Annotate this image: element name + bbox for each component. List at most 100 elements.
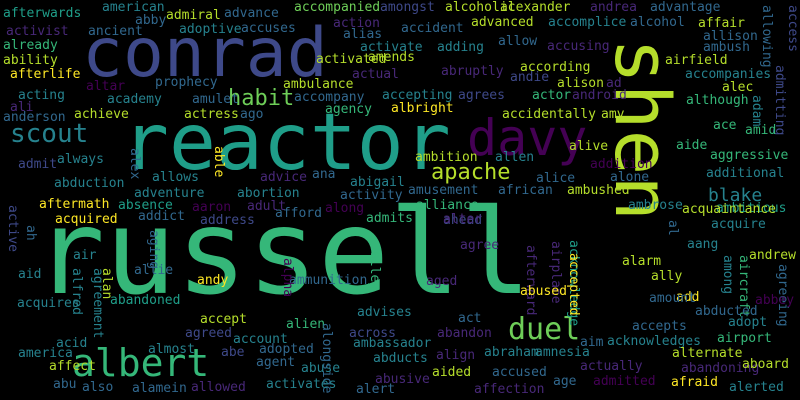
word: accusing [547, 39, 610, 54]
word: alive [569, 139, 609, 154]
word: allowing [759, 5, 774, 68]
word: alley [367, 251, 382, 291]
word: adam [749, 95, 764, 127]
word: accused [492, 365, 547, 380]
word: accompanied [294, 0, 381, 15]
word: affection [474, 382, 545, 397]
word: aftermath [39, 197, 110, 212]
word: abigail [350, 175, 405, 190]
word: aide [676, 138, 708, 153]
word: alec [722, 80, 754, 95]
word: adult [247, 199, 287, 214]
word: abuse [301, 361, 341, 376]
word: alamein [132, 381, 187, 396]
word: almost [148, 342, 195, 357]
word: acknowledge [566, 240, 581, 327]
word: alexander [500, 0, 571, 15]
word: allowed [191, 380, 246, 395]
word: abused [520, 284, 567, 299]
word: reactor [122, 98, 451, 188]
word: android [572, 88, 627, 103]
word: al [665, 220, 680, 236]
word: alpha [280, 258, 295, 298]
word: andy [197, 273, 229, 288]
word: aided [432, 365, 472, 380]
word: aircraft [736, 255, 751, 318]
word: actually [580, 359, 643, 374]
word: ambassador [353, 336, 432, 351]
word: aim [580, 335, 604, 350]
word: alarm [622, 254, 662, 269]
word: advises [357, 305, 412, 320]
word: ancient [88, 24, 143, 39]
word: apache [431, 160, 511, 185]
word: abu [53, 377, 77, 392]
word: abandoning [681, 361, 760, 376]
word: acid [56, 336, 88, 351]
word: addition [590, 157, 653, 172]
word: aang [687, 237, 719, 252]
word: amy [601, 107, 625, 122]
word: agrees [458, 88, 505, 103]
word: abbey [755, 293, 795, 308]
word: admitting [772, 65, 787, 136]
word: alcoholic [445, 0, 516, 15]
word: ambulance [283, 77, 354, 92]
word: abducted [695, 304, 758, 319]
word: abby [135, 13, 167, 28]
word: shen [598, 38, 687, 222]
word: aging [146, 230, 161, 270]
word: agreement [90, 268, 105, 339]
word: conrad [82, 14, 328, 93]
word: achieve [74, 107, 129, 122]
word: altar [86, 79, 126, 94]
word: accuses [241, 21, 296, 36]
word: afraid [671, 375, 718, 390]
word: actual [352, 67, 399, 82]
word: acting [18, 88, 65, 103]
word: align [436, 348, 476, 363]
word: abandon [437, 326, 492, 341]
word: agent [256, 355, 296, 370]
word: aboard [742, 357, 789, 372]
word: actress [184, 107, 239, 122]
word: adoptive [179, 22, 242, 37]
word: scout [10, 119, 89, 149]
word: along [325, 201, 365, 216]
word: abe [221, 345, 245, 360]
word: allows [152, 170, 199, 185]
word: aged [426, 274, 458, 289]
word: alongside [319, 323, 334, 394]
word: account [233, 332, 288, 347]
word: adopt [728, 315, 768, 330]
word: alex [127, 148, 142, 180]
word: amusement [408, 183, 479, 198]
word: admit [18, 157, 58, 172]
word: alone [610, 170, 650, 185]
word: already [3, 38, 58, 53]
word: amulet [192, 92, 239, 107]
word: abusive [375, 372, 430, 387]
word: additional [706, 166, 785, 181]
word: aggressive [710, 148, 789, 163]
word: alcohol [630, 15, 685, 30]
word: acquired [55, 212, 118, 227]
word: ambrose [628, 198, 683, 213]
word: adventure [134, 186, 205, 201]
word: also [82, 380, 114, 395]
word: agree [460, 238, 500, 253]
word: absence [118, 198, 173, 213]
word: admiral [166, 8, 221, 23]
word: alerted [729, 380, 784, 395]
word: abandoned [110, 293, 181, 308]
word: ambush [703, 40, 750, 55]
word: agreed [185, 326, 232, 341]
word: prophecy [155, 75, 218, 90]
word: andie [510, 70, 550, 85]
word: anderson [3, 110, 66, 125]
word: advice [260, 170, 307, 185]
word: activity [340, 188, 403, 203]
word: ally [651, 269, 683, 284]
word: abducts [373, 351, 428, 366]
word: andrew [749, 248, 796, 263]
